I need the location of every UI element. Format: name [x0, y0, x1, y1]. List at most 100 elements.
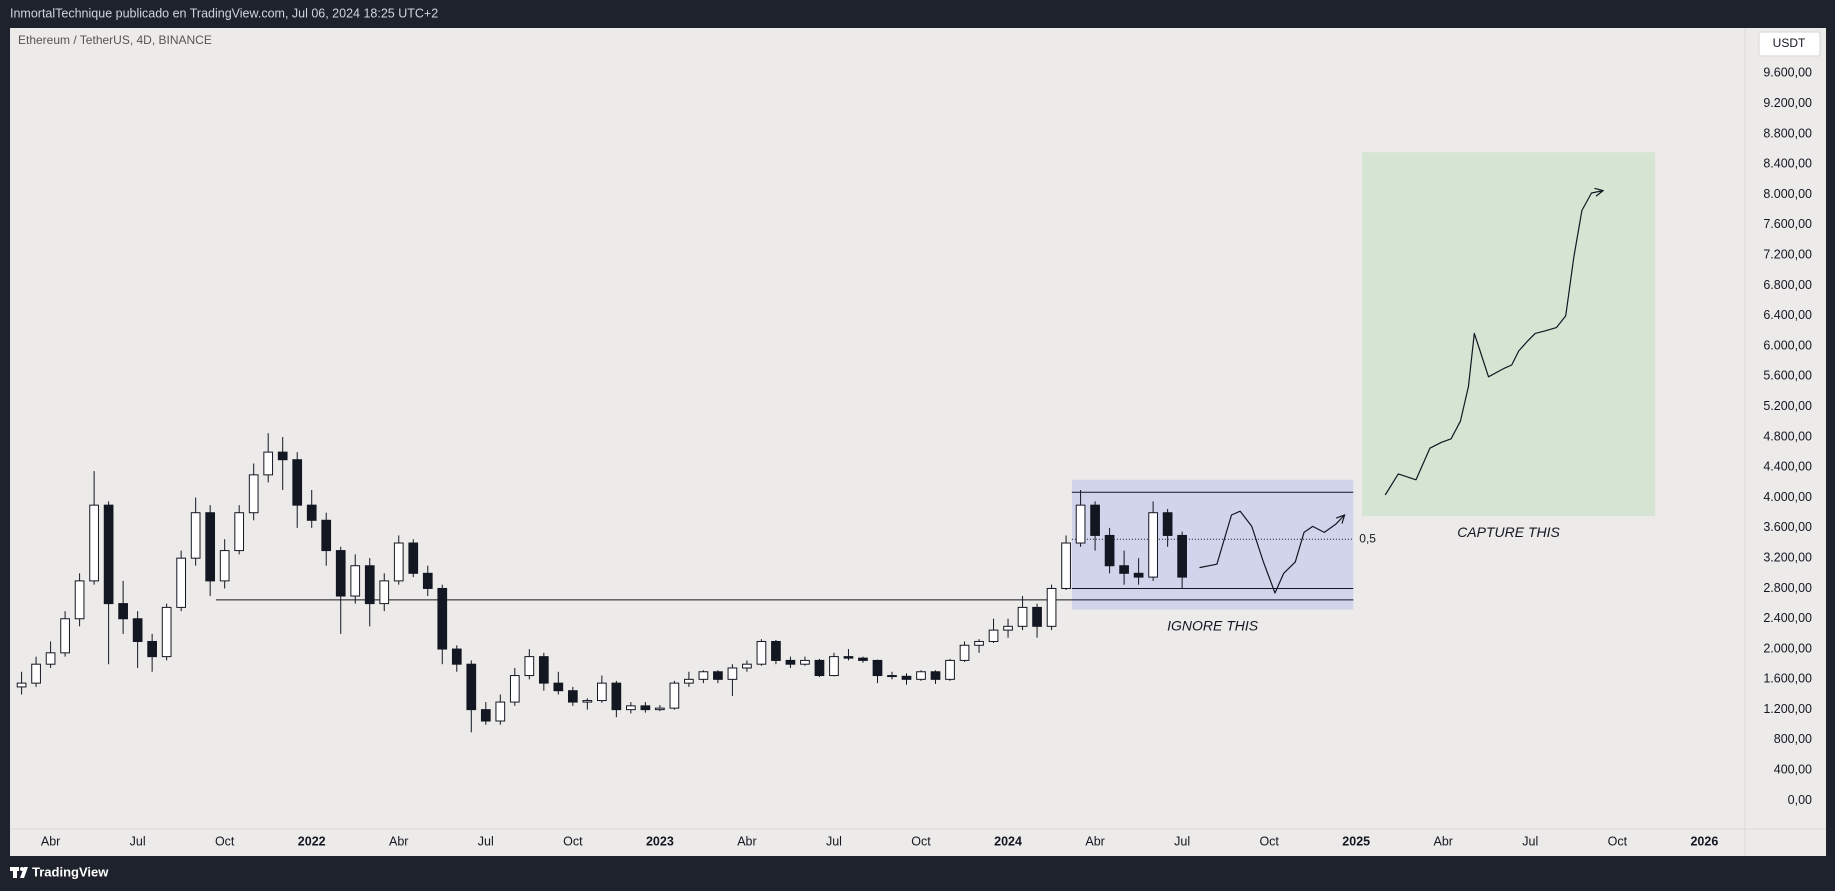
- candle-body: [611, 682, 622, 711]
- candle-body: [524, 656, 535, 677]
- zone-label: CAPTURE THIS: [1457, 524, 1560, 540]
- candle-body: [858, 657, 868, 661]
- brand: TradingView: [32, 864, 109, 879]
- plot: 0,00 400,00 800,00 1.200,00 1.600,00 2.000,00…: [16, 66, 1812, 848]
- header-title: InmortalTechnique publicado en TradingVi…: [10, 6, 438, 20]
- candle-body: [480, 709, 491, 722]
- x-tick-label: Jul: [130, 834, 146, 848]
- candle-body: [89, 504, 99, 582]
- candle-body: [771, 640, 781, 661]
- candle-body: [887, 675, 897, 678]
- candle-body: [1148, 512, 1158, 578]
- mid-level-label: 0,5: [1359, 531, 1376, 545]
- candle-body: [60, 618, 70, 654]
- candle-body: [538, 656, 549, 684]
- x-tick-label: 2025: [1342, 834, 1370, 848]
- candle-body: [872, 659, 883, 677]
- x-tick-label: Jul: [826, 834, 842, 848]
- candle-body: [408, 542, 419, 574]
- candle-body: [393, 542, 404, 582]
- x-tick-label: Abr: [1085, 834, 1104, 848]
- x-tick-label: Oct: [1259, 834, 1279, 848]
- x-tick-label: 2022: [298, 834, 326, 848]
- x-tick-label: Oct: [911, 834, 931, 848]
- candle-body: [727, 667, 738, 680]
- candle-body: [640, 705, 651, 711]
- currency: USDT: [1773, 36, 1806, 50]
- candle-body: [988, 629, 999, 642]
- y-tick-label: 3.600,00: [1763, 520, 1812, 534]
- y-tick-label: 400,00: [1774, 763, 1812, 777]
- y-tick-label: 7.600,00: [1763, 217, 1812, 231]
- candle-body: [959, 644, 970, 661]
- candle-body: [176, 557, 187, 608]
- candle-body: [509, 675, 520, 703]
- y-tick-label: 5.600,00: [1763, 369, 1812, 383]
- candle-body: [829, 656, 839, 677]
- x-tick-label: 2023: [646, 834, 674, 848]
- x-tick-label: Abr: [41, 834, 60, 848]
- candle-body: [437, 587, 448, 650]
- y-tick-label: 1.600,00: [1763, 672, 1812, 686]
- candle-body: [843, 656, 854, 659]
- candle-body: [147, 640, 157, 658]
- y-tick-label: 2.800,00: [1763, 581, 1812, 595]
- candle-body: [698, 671, 709, 680]
- candle-body: [350, 565, 361, 597]
- candle-body: [321, 519, 332, 552]
- candle-body: [45, 652, 56, 665]
- candle-body: [1003, 625, 1013, 631]
- candle-body: [306, 504, 317, 521]
- candle-body: [219, 550, 230, 582]
- candle-body: [756, 640, 767, 665]
- y-tick-label: 4.800,00: [1763, 429, 1812, 443]
- candle-body: [1119, 565, 1129, 574]
- x-tick-label: Jul: [1522, 834, 1538, 848]
- y-tick-label: 6.400,00: [1763, 308, 1812, 322]
- x-tick-label: Oct: [1608, 834, 1628, 848]
- candle-body: [451, 648, 462, 665]
- candle-body: [1017, 606, 1028, 627]
- candle-body: [292, 459, 303, 506]
- zone-label: IGNORE THIS: [1167, 617, 1259, 633]
- candle-body: [379, 580, 390, 605]
- candle-body: [713, 671, 723, 680]
- candle-body: [930, 671, 941, 680]
- x-tick-label: Jul: [478, 834, 494, 848]
- x-tick-label: Oct: [215, 834, 235, 848]
- candle-body: [669, 682, 680, 709]
- y-tick-label: 8.800,00: [1763, 126, 1812, 140]
- candle-body: [597, 682, 607, 702]
- candle-body: [118, 603, 128, 620]
- x-tick-label: 2024: [994, 834, 1022, 848]
- capture-zone: [1362, 152, 1656, 517]
- y-tick-label: 3.200,00: [1763, 550, 1812, 564]
- candle-body: [161, 606, 172, 658]
- x-tick-label: Oct: [563, 834, 583, 848]
- y-tick-label: 5.200,00: [1763, 399, 1812, 413]
- candle-body: [1046, 587, 1057, 627]
- candle-body: [1177, 534, 1187, 578]
- x-tick-label: Abr: [1434, 834, 1453, 848]
- y-tick-label: 0,00: [1788, 793, 1812, 807]
- candle-body: [626, 705, 636, 711]
- y-tick-label: 9.200,00: [1763, 96, 1812, 110]
- candle-body: [945, 659, 955, 680]
- candle-body: [263, 451, 274, 476]
- candle-body: [684, 678, 694, 684]
- candle-body: [901, 675, 912, 680]
- y-tick-label: 2.400,00: [1763, 611, 1812, 625]
- currency-box: [1758, 31, 1821, 57]
- candle-body: [466, 663, 477, 711]
- candle-body: [1075, 504, 1086, 544]
- candle-body: [190, 512, 201, 559]
- candle-body: [1162, 512, 1173, 536]
- x-tick-label: Jul: [1174, 834, 1190, 848]
- candle-body: [248, 474, 259, 514]
- candle-body: [553, 682, 564, 692]
- projection-path: [1199, 510, 1345, 594]
- candle-body: [1032, 606, 1042, 627]
- y-tick-label: 4.000,00: [1763, 490, 1812, 504]
- candle-body: [103, 504, 114, 605]
